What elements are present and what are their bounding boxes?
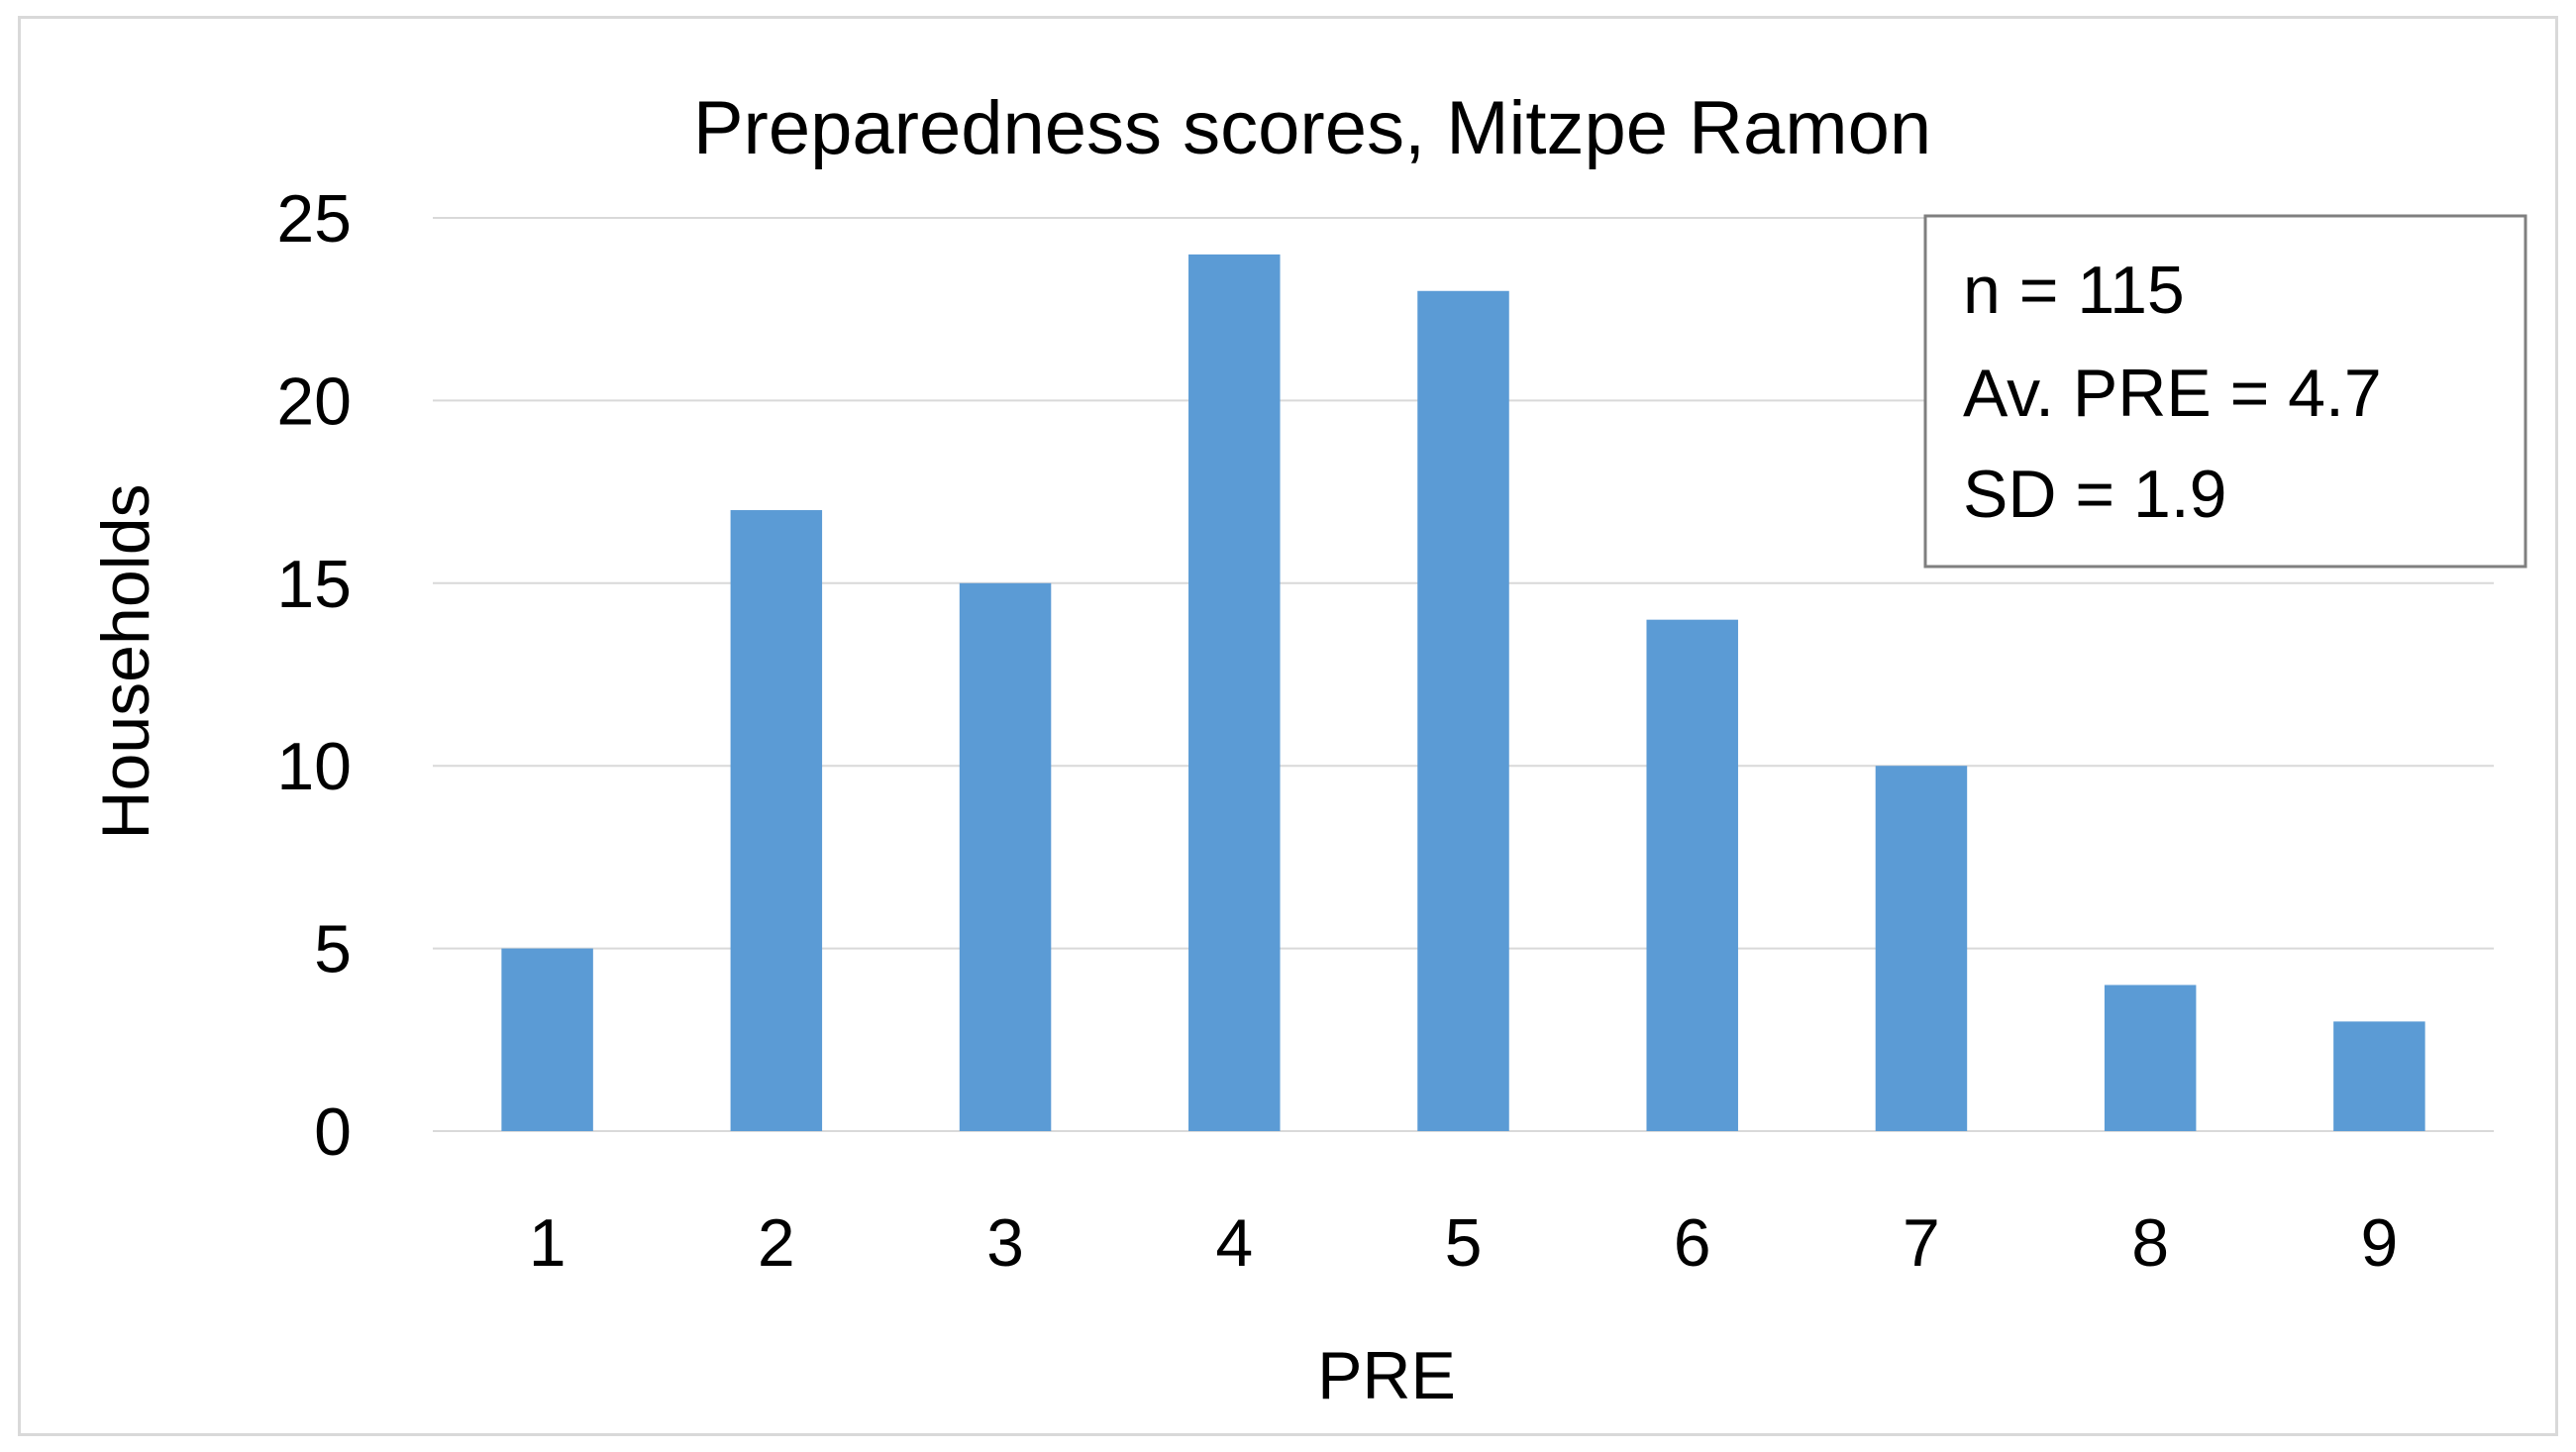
y-tick-label: 0 xyxy=(314,1094,352,1170)
stats-box-border xyxy=(1923,214,2527,569)
y-axis-title: Households xyxy=(88,483,163,839)
bar-2 xyxy=(730,510,823,1131)
x-tick-label: 7 xyxy=(1903,1205,1940,1281)
bar-9 xyxy=(2333,1021,2425,1131)
y-tick-label: 15 xyxy=(276,547,352,622)
y-tick-label: 25 xyxy=(276,181,352,257)
chart-title: Preparedness scores, Mitzpe Ramon xyxy=(693,86,1931,170)
stats-annotation-box: n = 115 Av. PRE = 4.7 SD = 1.9 xyxy=(1923,214,2527,569)
x-tick-labels: 1 2 3 4 5 6 7 8 9 xyxy=(529,1205,2399,1281)
x-tick-label: 8 xyxy=(2131,1205,2169,1281)
y-tick-labels: 0 5 10 15 20 25 xyxy=(276,181,352,1170)
x-tick-label: 9 xyxy=(2360,1205,2398,1281)
x-tick-label: 1 xyxy=(529,1205,567,1281)
bar-6 xyxy=(1646,619,1738,1131)
bars xyxy=(501,254,2425,1131)
y-tick-label: 10 xyxy=(276,729,352,804)
x-tick-label: 2 xyxy=(758,1205,795,1281)
bar-3 xyxy=(959,582,1052,1131)
x-axis-title: PRE xyxy=(1317,1338,1456,1413)
x-tick-label: 5 xyxy=(1445,1205,1483,1281)
bar-8 xyxy=(2104,985,2197,1131)
x-tick-label: 6 xyxy=(1674,1205,1711,1281)
x-tick-label: 4 xyxy=(1215,1205,1253,1281)
y-tick-label: 5 xyxy=(314,912,352,987)
x-tick-label: 3 xyxy=(986,1205,1024,1281)
bar-1 xyxy=(501,948,593,1131)
bar-4 xyxy=(1188,254,1281,1131)
y-tick-label: 20 xyxy=(276,363,352,439)
stats-sd: SD = 1.9 xyxy=(1963,457,2227,532)
bar-5 xyxy=(1417,290,1509,1131)
stats-n: n = 115 xyxy=(1963,253,2185,328)
stats-average: Av. PRE = 4.7 xyxy=(1963,356,2382,431)
bar-7 xyxy=(1875,766,1968,1131)
